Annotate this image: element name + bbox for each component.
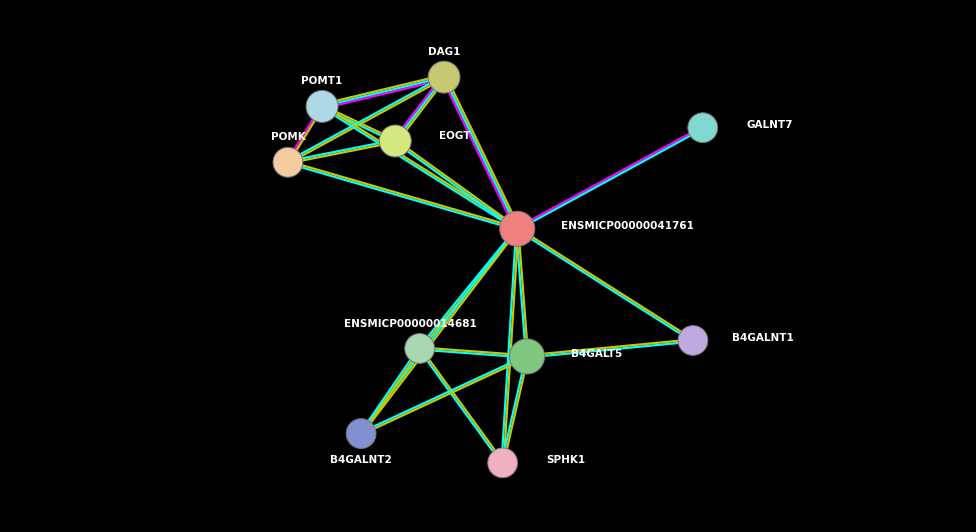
Circle shape bbox=[688, 113, 717, 143]
Text: POMK: POMK bbox=[270, 132, 305, 142]
Circle shape bbox=[678, 326, 708, 355]
Text: GALNT7: GALNT7 bbox=[747, 120, 793, 130]
Text: EOGT: EOGT bbox=[439, 131, 470, 140]
Text: B4GALT5: B4GALT5 bbox=[571, 349, 623, 359]
Text: DAG1: DAG1 bbox=[427, 47, 461, 56]
Text: SPHK1: SPHK1 bbox=[547, 455, 586, 465]
Circle shape bbox=[273, 147, 303, 177]
Circle shape bbox=[306, 90, 338, 122]
Circle shape bbox=[488, 448, 517, 478]
Circle shape bbox=[500, 211, 535, 246]
Circle shape bbox=[346, 419, 376, 448]
Text: POMT1: POMT1 bbox=[302, 76, 343, 86]
Circle shape bbox=[405, 334, 434, 363]
Text: ENSMICP00000014681: ENSMICP00000014681 bbox=[344, 319, 476, 329]
Text: B4GALNT1: B4GALNT1 bbox=[732, 333, 793, 343]
Text: ENSMICP00000041761: ENSMICP00000041761 bbox=[561, 221, 694, 231]
Circle shape bbox=[380, 125, 411, 157]
Text: B4GALNT2: B4GALNT2 bbox=[330, 455, 392, 465]
Circle shape bbox=[509, 339, 545, 374]
Circle shape bbox=[428, 61, 460, 93]
